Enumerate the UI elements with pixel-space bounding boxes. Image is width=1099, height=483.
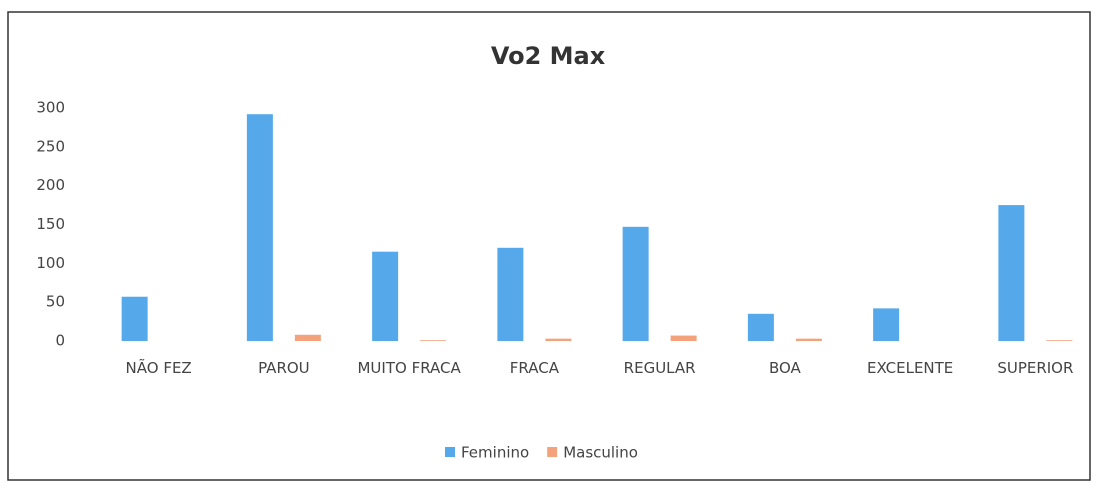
y-tick-label: 0 — [55, 332, 65, 350]
bar — [545, 338, 572, 341]
x-tick-label: MUITO FRACA — [357, 359, 461, 377]
bar — [420, 340, 447, 341]
y-tick-label: 100 — [36, 254, 65, 272]
x-tick-label: BOA — [768, 359, 801, 377]
bar — [873, 308, 900, 341]
y-tick-label: 250 — [36, 137, 65, 155]
bar — [747, 313, 774, 341]
chart-border — [7, 11, 1091, 481]
legend-swatch — [547, 447, 558, 457]
bar — [1046, 340, 1073, 341]
x-tick-label: REGULAR — [623, 359, 696, 377]
x-tick-label: PAROU — [258, 359, 310, 377]
y-tick-label: 200 — [36, 176, 65, 194]
bar — [246, 114, 273, 341]
bar — [795, 338, 822, 341]
x-tick-label: EXCELENTE — [866, 359, 954, 377]
bar — [622, 226, 649, 341]
bar — [998, 205, 1025, 341]
bar — [121, 296, 148, 341]
legend-label: Feminino — [461, 444, 529, 462]
bar — [294, 334, 321, 341]
legend-swatch — [445, 447, 455, 457]
x-tick-label: NÃO FEZ — [125, 359, 192, 377]
y-tick-label: 150 — [36, 215, 65, 233]
y-tick-label: 50 — [46, 293, 65, 311]
bar — [670, 335, 697, 341]
bar — [372, 251, 399, 341]
x-tick-label: FRACA — [509, 359, 559, 377]
chart-title: Vo2 Max — [491, 42, 606, 70]
x-tick-label: SUPERIOR — [997, 359, 1074, 377]
bar — [497, 247, 524, 341]
legend-label: Masculino — [563, 444, 638, 462]
y-tick-label: 300 — [36, 99, 65, 117]
